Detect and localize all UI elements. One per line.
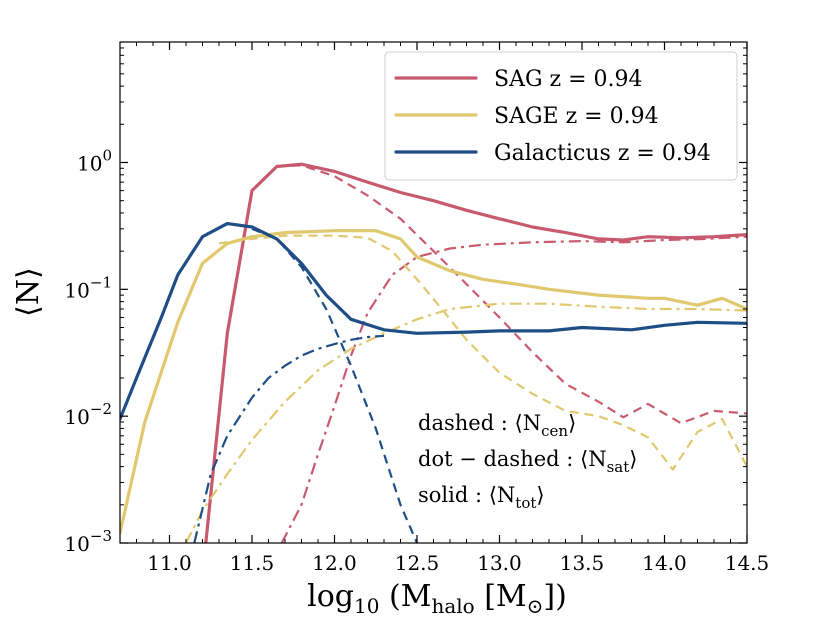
y-tick-label: 10−2 [64, 400, 112, 429]
x-tick-labels: 11.0 11.5 12.0 12.5 13.0 13.5 14.0 14.5 [147, 551, 769, 575]
x-tick-label: 13.0 [477, 551, 522, 575]
legend-items: SAG z = 0.94 SAGE z = 0.94 Galacticus z = … [394, 67, 711, 166]
series-line-sage-sat [185, 302, 747, 543]
y-tick-labels: 10−3 10−2 10−1 100 [64, 146, 112, 556]
ticks-layer [119, 42, 748, 544]
x-tick-label: 13.5 [560, 551, 605, 575]
line-style-annotations: dashed : ⟨Ncen⟩ dot − dashed : ⟨Nsat⟩ soli… [418, 411, 637, 512]
series-line-galacticus-sat [193, 334, 385, 543]
series-line-sag-cen [204, 164, 747, 543]
legend-box [384, 51, 738, 181]
x-axis-label-prefix: log [307, 579, 354, 614]
series-line-sag-sat [280, 235, 747, 543]
series-line-galacticus-cen [251, 227, 419, 543]
legend-label: Galacticus z = 0.94 [494, 141, 711, 166]
x-tick-label: 12.5 [395, 551, 440, 575]
annotation-tot: solid : ⟨Ntot⟩ [418, 483, 545, 512]
series-line-galacticus-tot [120, 222, 747, 421]
legend-label: SAG z = 0.94 [494, 67, 643, 92]
annotation-cen: dashed : ⟨Ncen⟩ [418, 411, 576, 440]
series-line-sage-tot [120, 229, 747, 535]
legend-label: SAGE z = 0.94 [494, 104, 659, 129]
x-tick-label: 11.5 [230, 551, 275, 575]
y-tick-label: 100 [77, 146, 112, 175]
series-layer [120, 162, 747, 543]
x-tick-label: 14.0 [642, 551, 687, 575]
x-axis-label: log10 (Mhalo [M⊙]) [307, 579, 567, 618]
x-axis-label-log-base: 10 [354, 594, 379, 618]
y-axis-label: ⟨N⟩ [11, 267, 46, 317]
y-tick-label: 10−1 [64, 273, 112, 302]
x-tick-label: 12.0 [312, 551, 357, 575]
annotation-sat: dot − dashed : ⟨Nsat⟩ [418, 447, 637, 476]
x-tick-label: 14.5 [725, 551, 770, 575]
series-line-sage-cen [218, 234, 747, 471]
legend: SAG z = 0.94 SAGE z = 0.94 Galacticus z = … [384, 51, 738, 181]
y-tick-label: 10−3 [64, 527, 112, 556]
x-tick-label: 11.0 [147, 551, 192, 575]
